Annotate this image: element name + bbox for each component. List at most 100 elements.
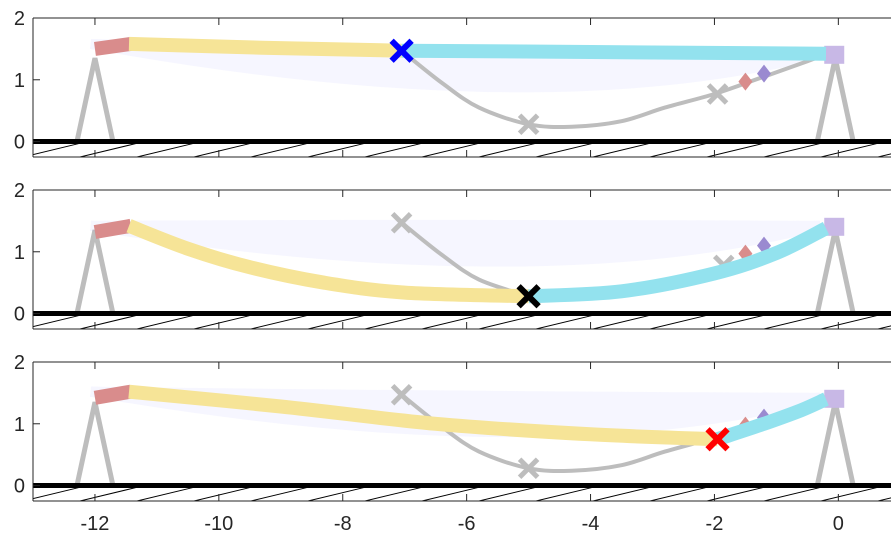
- gray-cross-marker: [517, 113, 540, 136]
- ground-hatching: [33, 142, 891, 157]
- hatch-line: [364, 142, 426, 157]
- hatch-line: [250, 486, 312, 501]
- support-left: [74, 57, 116, 143]
- fan-curve: [90, 220, 821, 261]
- hatch-line: [820, 142, 882, 157]
- hatch-line: [706, 486, 768, 501]
- segment-right: [715, 392, 829, 446]
- gray-cross-marker-stroke-b: [517, 457, 540, 480]
- hatch-line: [136, 486, 198, 501]
- active-cross-marker-black: [516, 284, 541, 309]
- hatch-line: [193, 142, 255, 157]
- hatch-line: [33, 314, 84, 328]
- hatch-line: [592, 142, 654, 157]
- fan-curve: [90, 220, 820, 239]
- support-left: [74, 229, 116, 315]
- hatch-line: [478, 142, 540, 157]
- fan-curve: [90, 38, 821, 78]
- fan-curve: [90, 38, 821, 82]
- active-cross-marker-black-stroke-b: [516, 284, 541, 309]
- support-left: [74, 401, 116, 487]
- x-tick-label: -4: [582, 513, 600, 535]
- y-tick-label: 0: [14, 304, 25, 326]
- fan-curve: [90, 38, 821, 74]
- hatch-line: [649, 314, 711, 329]
- active-cross-marker-red: [705, 427, 730, 452]
- y-tick-label: 2: [14, 8, 25, 30]
- fan-curve: [90, 220, 821, 265]
- hatch-line: [649, 486, 711, 501]
- hatch-line: [421, 486, 483, 501]
- fan-curve: [90, 39, 821, 89]
- hatch-line: [820, 486, 882, 501]
- fan-curve: [90, 38, 821, 80]
- left-link: [93, 384, 133, 405]
- hatch-line: [535, 486, 597, 501]
- y-tick-label: 1: [14, 70, 25, 92]
- y-tick-label: 2: [14, 352, 25, 374]
- fan-curve: [90, 220, 821, 259]
- plot-area: [33, 36, 891, 157]
- support-right: [814, 57, 856, 143]
- y-tick-label: 2: [14, 180, 25, 202]
- fan-curve: [90, 220, 820, 235]
- fan-curve: [90, 39, 821, 91]
- hatch-line: [763, 142, 825, 157]
- fan-curve: [90, 219, 820, 231]
- diamond-marker-purple: [757, 64, 772, 83]
- fan-curve: [90, 220, 821, 263]
- y-tick-label: 1: [14, 242, 25, 264]
- x-tick-label: -12: [80, 513, 109, 535]
- hatch-line: [307, 486, 369, 501]
- hatch-line: [706, 314, 768, 329]
- gray-cross-marker-stroke-b: [517, 113, 540, 136]
- hatch-line: [79, 486, 141, 501]
- y-tick-label: 0: [14, 132, 25, 154]
- hatch-line: [193, 486, 255, 501]
- hatch-line: [421, 314, 483, 329]
- plot-area: [33, 383, 891, 501]
- gray-cross-marker-stroke-b: [390, 383, 413, 406]
- panel-1: 0 1 2: [14, 8, 891, 158]
- y-tick-label: 1: [14, 414, 25, 436]
- fan-curve: [90, 39, 821, 86]
- left-link: [93, 37, 132, 56]
- ghost-trajectory: [400, 49, 833, 129]
- x-axis: -12 -10 -8 -6 -4 -2 0: [80, 513, 843, 535]
- hatch-line: [421, 142, 483, 157]
- support-right: [814, 229, 856, 315]
- hatch-line: [877, 497, 891, 501]
- hatch-line: [33, 142, 84, 156]
- x-tick-label: 0: [833, 513, 844, 535]
- x-tick-label: -8: [334, 513, 352, 535]
- support-right: [814, 401, 856, 487]
- x-tick-label: -10: [204, 513, 233, 535]
- hatch-line: [250, 142, 312, 157]
- fan-curve: [90, 220, 821, 243]
- fan-curve: [90, 220, 820, 233]
- hatch-line: [877, 325, 891, 329]
- gray-cross-marker-stroke-b: [390, 211, 413, 234]
- fan-curve: [90, 38, 821, 76]
- gray-cross-marker: [390, 383, 413, 406]
- hatch-line: [136, 314, 198, 329]
- hatch-line: [478, 314, 540, 329]
- panel-3: 0 1 2: [14, 352, 891, 502]
- x-tick-label: -6: [458, 513, 476, 535]
- fan-curve: [90, 220, 821, 254]
- hatch-line: [193, 314, 255, 329]
- y-tick-label: 0: [14, 476, 25, 498]
- hatch-line: [877, 153, 891, 157]
- fan-curve: [90, 220, 821, 248]
- hatch-line: [649, 142, 711, 157]
- active-cross-marker-red-stroke-b: [705, 427, 730, 452]
- hatch-line: [763, 314, 825, 329]
- segment-left: [128, 384, 718, 447]
- hatch-line: [79, 314, 141, 329]
- hatch-line: [763, 486, 825, 501]
- right-link: [824, 217, 845, 236]
- hatch-line: [250, 314, 312, 329]
- gray-cross-marker-stroke-b: [706, 83, 729, 105]
- fan-curve: [90, 38, 821, 71]
